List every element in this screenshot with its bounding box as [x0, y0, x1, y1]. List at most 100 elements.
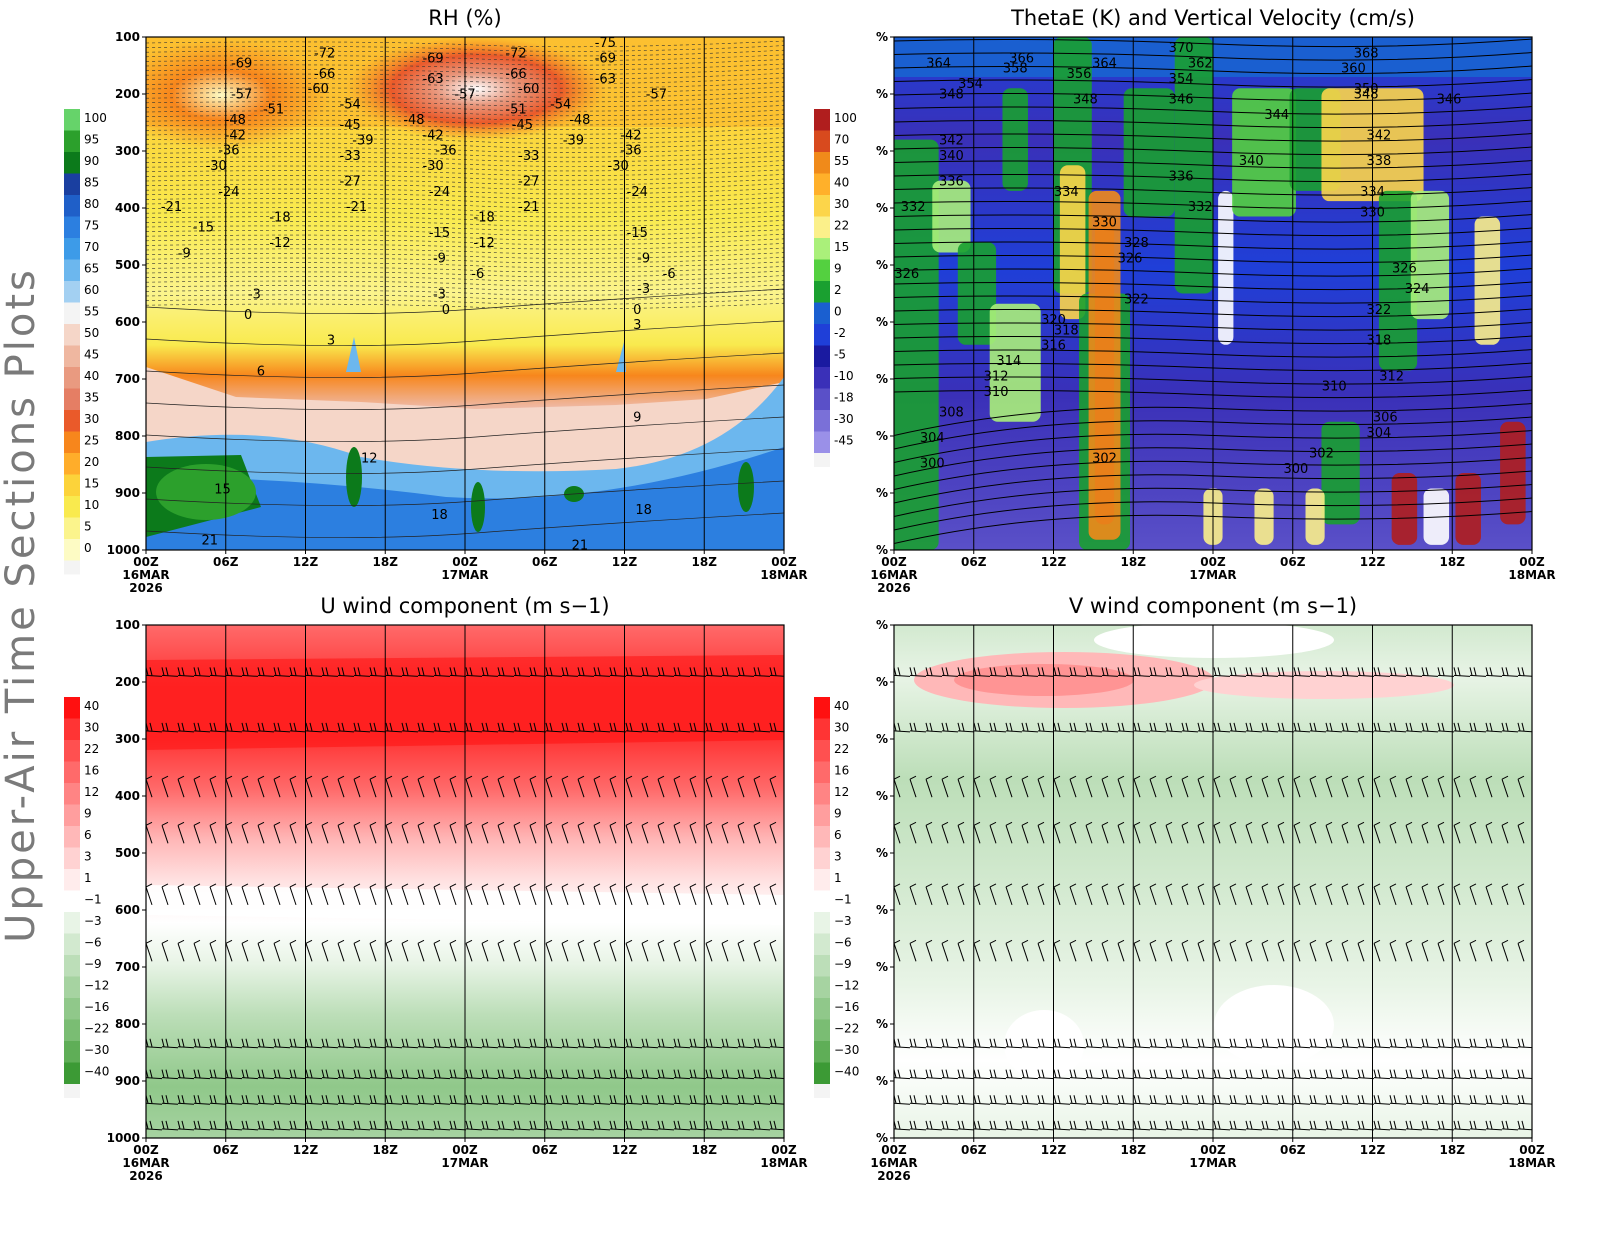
wind-barb — [1069, 775, 1077, 780]
isotherm-dashed — [146, 91, 784, 98]
wind-barb — [497, 1038, 501, 1047]
wind-barb — [373, 1095, 377, 1104]
wind-barb — [241, 821, 249, 826]
colorbar-swatch — [814, 912, 830, 934]
wind-barb — [757, 667, 761, 676]
wind-barb — [641, 1102, 659, 1105]
wind-barb — [389, 1038, 393, 1047]
wind-barb — [261, 1069, 265, 1078]
x-tick-label: 12Z — [1360, 555, 1386, 569]
wind-barb — [625, 1120, 629, 1129]
contour-label: -3 — [433, 287, 446, 302]
thetae-isentrope — [894, 119, 1532, 129]
wind-barb — [1069, 886, 1077, 906]
wind-barb — [1169, 722, 1173, 731]
wind-barb — [1453, 1102, 1471, 1105]
wind-barb — [1229, 722, 1233, 731]
wind-barb — [146, 730, 163, 733]
wind-barb — [1169, 1095, 1173, 1104]
wind-barb — [925, 886, 933, 906]
wind-barb — [1405, 886, 1413, 906]
wind-barb — [673, 821, 681, 826]
wind-barb — [641, 775, 649, 780]
wind-barb — [1245, 1095, 1249, 1104]
wind-barb — [257, 1128, 275, 1131]
wind-barb — [165, 1120, 169, 1129]
contour-label: -63 — [595, 72, 616, 87]
wind-barb — [1265, 1038, 1269, 1047]
wind-barb — [1197, 1046, 1215, 1049]
wind-barb — [1325, 1102, 1343, 1105]
x-tick-label: 12Z — [612, 555, 638, 569]
colorbar-label: 75 — [84, 219, 99, 233]
wind-barb — [1021, 1128, 1039, 1131]
wind-barb — [225, 939, 233, 944]
x-tick-label: 00Z — [1519, 1143, 1545, 1157]
wind-barb — [433, 1046, 451, 1049]
wind-barb — [225, 1046, 243, 1049]
wind-barb — [1469, 1102, 1487, 1105]
wind-barb — [437, 722, 441, 731]
wind-barb — [1245, 775, 1253, 780]
wind-barb — [769, 886, 777, 906]
wind-barb — [577, 722, 581, 731]
wind-barb — [1229, 1069, 1233, 1078]
wind-barb — [1505, 667, 1509, 676]
wind-barb — [241, 730, 259, 733]
wind-barb — [1309, 1102, 1327, 1105]
wind-barb — [385, 1095, 389, 1104]
contour-label: 342 — [1366, 128, 1391, 143]
wind-barb — [913, 1038, 917, 1047]
wind-barb — [609, 722, 613, 731]
wind-barb — [465, 939, 473, 944]
wind-barb — [529, 825, 537, 844]
wind-barb — [1293, 722, 1297, 731]
wind-barb — [957, 825, 965, 844]
colorbar-label: 20 — [84, 455, 99, 469]
wind-barb — [725, 722, 729, 731]
wind-barb — [737, 1102, 755, 1105]
contour-label: 3 — [633, 318, 641, 333]
wind-barb — [501, 1038, 505, 1047]
x-date-label: 16MAR — [122, 568, 169, 582]
wind-barb — [721, 1069, 725, 1078]
wind-barb — [481, 1077, 499, 1080]
wind-barb — [961, 1069, 965, 1078]
wind-barb — [305, 943, 313, 962]
wind-barb — [657, 779, 665, 798]
wind-barb — [689, 1128, 707, 1131]
wind-barb — [1217, 1095, 1221, 1104]
wind-barb — [1069, 1102, 1087, 1105]
wind-barb — [737, 674, 755, 677]
wind-barb — [357, 1038, 361, 1047]
wind-barb — [1501, 779, 1509, 798]
colorbar-label: -10 — [834, 369, 854, 383]
wind-barb — [225, 779, 233, 798]
wind-barb — [561, 1069, 565, 1078]
wind-barb — [561, 674, 579, 677]
wind-barb — [273, 779, 281, 798]
y-tick-label: % — [876, 429, 888, 443]
wind-barb — [241, 1077, 259, 1080]
wind-barb — [1069, 1128, 1087, 1131]
colorbar-swatch — [814, 216, 830, 239]
wind-barb — [257, 1077, 275, 1080]
wind-barb — [341, 667, 345, 676]
wind-barb — [1485, 883, 1493, 888]
wind-barb — [593, 1046, 611, 1049]
wind-barb — [165, 667, 169, 676]
wind-barb — [1085, 1095, 1089, 1104]
wind-barb — [1085, 1120, 1089, 1129]
wind-barb — [1485, 943, 1493, 962]
wind-barb — [1053, 667, 1057, 676]
wind-barb — [469, 722, 473, 731]
wind-barb — [241, 943, 249, 962]
wind-barb — [161, 775, 169, 780]
wind-barb — [641, 1038, 645, 1047]
wind-barb — [1457, 1095, 1461, 1104]
rh-saturated-area — [346, 447, 362, 507]
wind-barb — [613, 1038, 617, 1047]
wind-barb — [1325, 1046, 1343, 1049]
wind-barb — [1069, 1069, 1073, 1078]
wind-barb — [1117, 886, 1125, 906]
